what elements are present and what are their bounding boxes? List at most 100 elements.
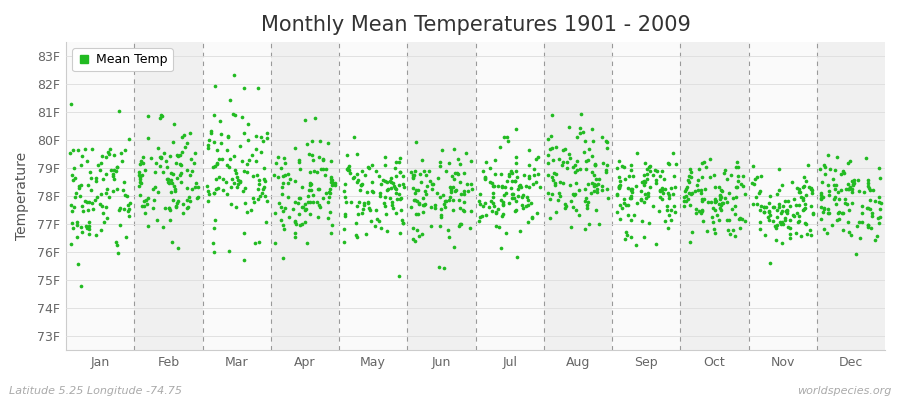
Point	[416, 195, 430, 201]
Point	[623, 195, 637, 202]
Point	[289, 221, 303, 227]
Point	[352, 199, 366, 206]
Point	[496, 199, 510, 205]
Point	[649, 177, 663, 183]
Point	[69, 219, 84, 226]
Point	[708, 207, 723, 213]
Point	[320, 140, 335, 146]
Point	[843, 158, 858, 164]
Point	[436, 265, 451, 271]
Point	[154, 112, 168, 118]
Point	[732, 164, 746, 170]
Point	[210, 159, 224, 166]
Point	[104, 167, 119, 174]
Point	[323, 158, 338, 164]
Point	[453, 205, 467, 211]
Point	[341, 167, 356, 173]
Point	[90, 194, 104, 200]
Point	[349, 178, 364, 185]
Point	[770, 222, 784, 228]
Point	[558, 200, 572, 207]
Point	[827, 182, 842, 188]
Point	[788, 196, 802, 203]
Point	[302, 182, 317, 188]
Point	[310, 169, 324, 175]
Point	[508, 153, 523, 160]
Point	[237, 85, 251, 92]
Point	[337, 188, 351, 194]
Point	[133, 174, 148, 180]
Point	[74, 162, 88, 168]
Point	[184, 168, 199, 174]
Point	[864, 224, 878, 231]
Point	[778, 217, 792, 224]
Point	[464, 186, 479, 192]
Point	[562, 150, 576, 157]
Point	[625, 186, 639, 192]
Point	[757, 208, 771, 215]
Point	[433, 158, 447, 165]
Point	[791, 202, 806, 208]
Point	[649, 180, 663, 186]
Point	[63, 149, 77, 156]
Point	[176, 149, 190, 155]
Point	[552, 156, 566, 162]
Point	[319, 166, 333, 172]
Point	[793, 189, 807, 195]
Point	[235, 158, 249, 164]
Point	[325, 182, 339, 188]
Point	[568, 191, 582, 197]
Point	[543, 146, 557, 152]
Point	[281, 194, 295, 201]
Point	[572, 166, 587, 172]
Point	[378, 154, 392, 160]
Point	[278, 205, 293, 211]
Point	[207, 249, 221, 256]
Point	[796, 183, 811, 190]
Point	[283, 176, 297, 182]
Point	[86, 200, 100, 207]
Point	[510, 254, 525, 260]
Point	[373, 193, 387, 200]
Point	[74, 282, 88, 289]
Point	[276, 222, 291, 228]
Point	[774, 221, 788, 228]
Point	[861, 185, 876, 191]
Point	[274, 191, 289, 198]
Point	[436, 192, 450, 199]
Point	[634, 197, 648, 204]
Point	[706, 219, 721, 226]
Bar	[544, 42, 612, 350]
Point	[306, 157, 320, 163]
Point	[122, 136, 136, 142]
Point	[444, 186, 458, 193]
Point	[65, 172, 79, 179]
Point	[865, 210, 879, 217]
Point	[94, 226, 108, 233]
Point	[859, 154, 873, 161]
Point	[666, 150, 680, 156]
Point	[110, 186, 124, 192]
Point	[305, 192, 320, 198]
Point	[346, 175, 360, 182]
Point	[714, 207, 728, 214]
Point	[202, 191, 217, 198]
Point	[814, 190, 828, 197]
Point	[101, 148, 115, 155]
Point	[618, 202, 633, 208]
Point	[862, 197, 877, 204]
Point	[288, 219, 302, 225]
Point	[271, 154, 285, 160]
Point	[510, 193, 525, 200]
Point	[829, 182, 843, 188]
Point	[230, 184, 245, 190]
Point	[638, 178, 652, 185]
Point	[302, 211, 317, 217]
Point	[714, 187, 728, 194]
Point	[618, 176, 633, 182]
Point	[519, 194, 534, 200]
Point	[140, 201, 155, 208]
Point	[662, 212, 676, 218]
Point	[201, 142, 215, 148]
Point	[871, 215, 886, 221]
